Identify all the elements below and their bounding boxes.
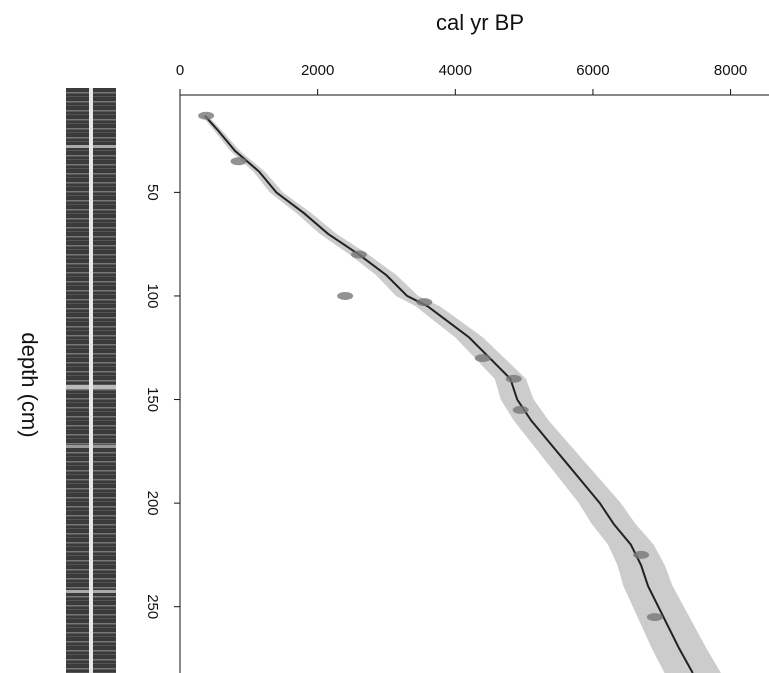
core-image — [66, 88, 116, 673]
dated-sample — [474, 354, 491, 363]
dated-sample — [505, 374, 522, 383]
dated-sample — [337, 291, 354, 300]
x-axis-title: cal yr BP — [436, 10, 524, 35]
y-tick-label: 100 — [144, 283, 161, 308]
age-model-line — [204, 115, 694, 673]
x-tick-label: 6000 — [576, 62, 609, 79]
uncertainty-band — [201, 115, 721, 673]
dated-sample — [350, 250, 367, 259]
x-tick-label: 0 — [176, 62, 184, 79]
y-axis-title: depth (cm) — [17, 332, 42, 437]
dated-sample — [512, 405, 529, 414]
dated-sample — [230, 157, 247, 166]
x-tick-label: 4000 — [439, 62, 472, 79]
dated-sample — [416, 298, 433, 307]
dated-sample — [198, 111, 215, 120]
dated-sample — [633, 550, 650, 559]
x-tick-label: 8000 — [714, 62, 747, 79]
y-tick-label: 50 — [144, 184, 161, 201]
y-tick-label: 200 — [144, 491, 161, 516]
y-tick-label: 150 — [144, 387, 161, 412]
dated-sample — [646, 613, 663, 622]
x-tick-label: 2000 — [301, 62, 334, 79]
y-tick-label: 250 — [144, 594, 161, 619]
